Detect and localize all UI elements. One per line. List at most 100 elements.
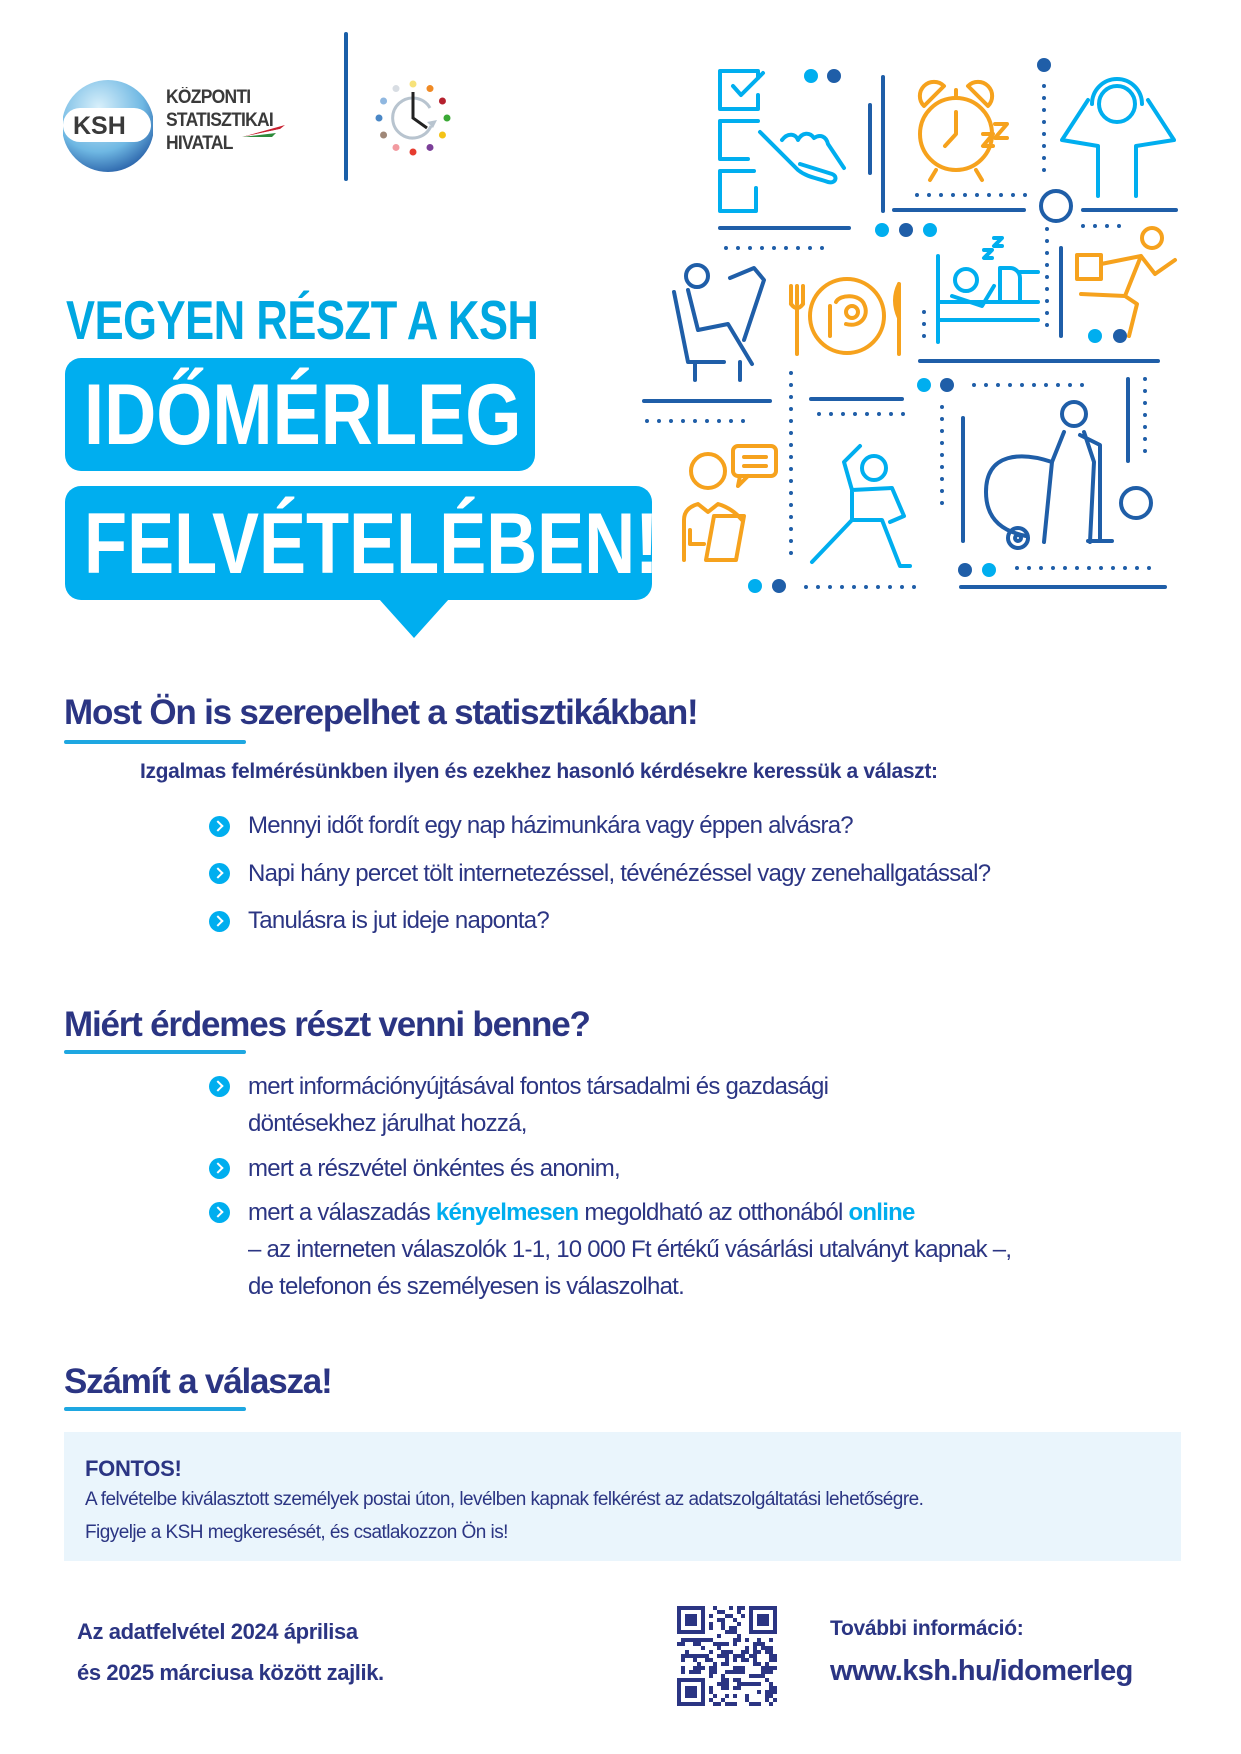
qr-module [749,1618,753,1622]
qr-module [729,1650,733,1654]
qr-module [741,1670,745,1674]
qr-module [749,1630,753,1634]
qr-module [745,1646,749,1650]
qr-module [709,1674,713,1678]
qr-module [689,1694,693,1698]
qr-code[interactable] [677,1606,777,1706]
qr-module [741,1654,745,1658]
qr-module [689,1606,693,1610]
qr-module [769,1694,773,1698]
qr-module [677,1698,681,1702]
qr-module [721,1698,725,1702]
clock-dot [392,143,400,151]
qr-module [693,1618,697,1622]
qr-module [761,1666,765,1670]
qr-module [685,1678,689,1682]
qr-module [765,1694,769,1698]
qr-module [677,1614,681,1618]
qr-module [737,1610,741,1614]
qr-module [685,1650,689,1654]
clock-dot [375,114,383,122]
chevron-bullet-icon [209,1202,230,1223]
qr-module [681,1678,685,1682]
qr-module [733,1642,737,1646]
reason-line: mert információnyújtásával fontos társad… [248,1073,829,1100]
qr-module [733,1638,737,1642]
qr-module [737,1654,741,1658]
hero-title-box-1: IDŐMÉRLEG [65,358,535,471]
qr-module [773,1630,777,1634]
qr-module [693,1702,697,1706]
qr-module [765,1630,769,1634]
qr-module [757,1682,761,1686]
qr-module [693,1638,697,1642]
qr-module [721,1686,725,1690]
qr-module [737,1686,741,1690]
qr-module [717,1610,721,1614]
reason-line: – az interneten válaszolók 1-1, 10 000 F… [248,1236,1012,1263]
qr-module [697,1678,701,1682]
qr-module [701,1686,705,1690]
qr-module [765,1666,769,1670]
clock-dot [438,131,446,139]
qr-module [773,1698,777,1702]
qr-module [737,1638,741,1642]
qr-module [737,1670,741,1674]
qr-module [737,1666,741,1670]
qr-module [701,1702,705,1706]
qr-module [701,1630,705,1634]
qr-module [773,1666,777,1670]
qr-module [725,1614,729,1618]
qr-module [701,1622,705,1626]
qr-module [685,1690,689,1694]
clock-dots-icon [375,80,451,156]
qr-module [745,1658,749,1662]
qr-module [721,1610,725,1614]
qr-module [725,1702,729,1706]
clock-dot [409,80,417,88]
qr-module [733,1686,737,1690]
qr-module [757,1650,761,1654]
qr-module [733,1666,737,1670]
chevron-bullet-icon [209,911,230,932]
qr-module [677,1606,681,1610]
qr-module [697,1642,701,1646]
notice-line: A felvételbe kiválasztott személyek post… [85,1489,924,1510]
qr-module [693,1614,697,1618]
qr-module [725,1650,729,1654]
qr-module [773,1622,777,1626]
qr-module [757,1630,761,1634]
qr-module [725,1662,729,1666]
qr-module [681,1702,685,1706]
qr-module [749,1682,753,1686]
qr-module [685,1630,689,1634]
qr-module [681,1654,685,1658]
ksh-wordmark: KÖZPONTI STATISZTIKAI HIVATAL [166,86,274,155]
qr-module [765,1622,769,1626]
notice-line: Figyelje a KSH megkeresését, és csatlako… [85,1522,508,1543]
qr-module [701,1666,705,1670]
more-info-link[interactable]: www.ksh.hu/idomerleg [830,1655,1133,1687]
qr-module [761,1670,765,1674]
qr-module [745,1694,749,1698]
qr-module [681,1666,685,1670]
chevron-bullet-icon [209,816,230,837]
qr-module [705,1654,709,1658]
checklist-hand-icon [718,69,846,213]
qr-module [721,1674,725,1678]
qr-module [677,1630,681,1634]
chevron-bullet-icon [209,1158,230,1179]
qr-module [721,1654,725,1658]
qr-module [681,1670,685,1674]
qr-module [701,1638,705,1642]
qr-module [677,1702,681,1706]
stretching-person-icon [810,444,912,568]
qr-module [677,1626,681,1630]
qr-module [725,1642,729,1646]
qr-module [753,1654,757,1658]
qr-module [769,1690,773,1694]
qr-module [725,1670,729,1674]
qr-module [701,1606,705,1610]
qr-module [717,1654,721,1658]
hero-title-line1: IDŐMÉRLEG [84,367,522,463]
